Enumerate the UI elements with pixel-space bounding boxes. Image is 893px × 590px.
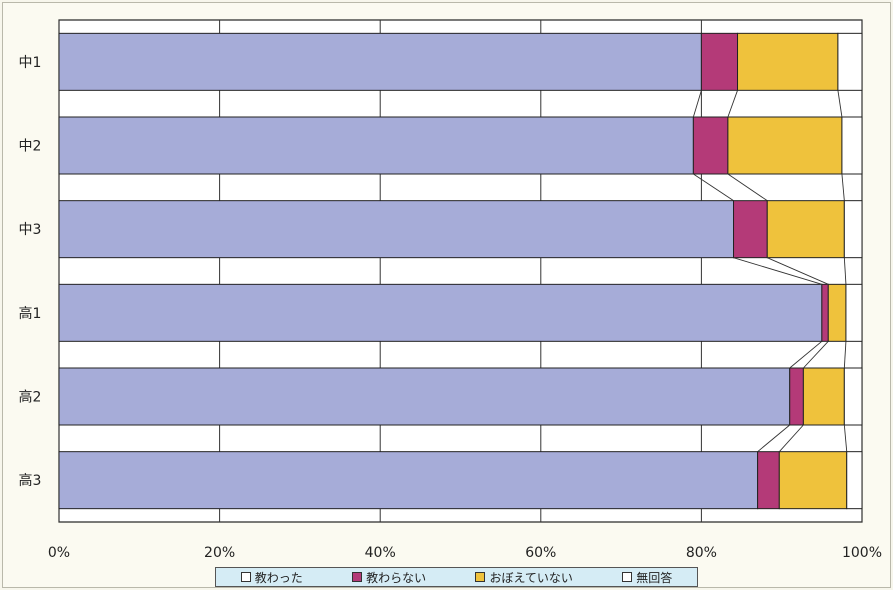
series-connector-line [767, 257, 829, 285]
series-connector-line [843, 257, 847, 285]
bar-segment [58, 451, 759, 510]
legend-swatch-dont-remember [475, 572, 486, 582]
bar-segment [789, 367, 804, 426]
bar-segment [733, 200, 768, 259]
bar-segment [821, 283, 829, 342]
bar-segment [58, 283, 823, 342]
bar-segment [837, 32, 863, 91]
legend-swatch-no-answer [622, 572, 633, 582]
category-label: 中3 [19, 222, 42, 238]
series-connector-line [692, 90, 702, 118]
series-connector-line [778, 424, 804, 452]
legend-item-dont-remember: おぼえていない [475, 569, 573, 586]
legend-swatch-taught [240, 572, 251, 582]
category-label: 高1 [19, 305, 42, 322]
bar-segment [843, 367, 863, 426]
category-label: 中1 [19, 55, 42, 71]
legend-label-dont-remember: おぼえていない [489, 570, 573, 585]
legend-item-taught: 教わった [240, 569, 303, 586]
bar-segment [766, 200, 845, 259]
x-tick-label: 20% [204, 545, 235, 561]
bar-segment [700, 32, 739, 91]
legend-label-not-taught: 教わらない [366, 570, 427, 585]
category-label: 高3 [19, 472, 42, 489]
x-tick-label: 100% [842, 545, 882, 561]
series-connector-line [727, 173, 768, 202]
bar-segment [846, 451, 863, 510]
series-connector-line [733, 257, 822, 285]
x-tick-label: 40% [365, 545, 396, 561]
series-connector-line [727, 90, 738, 118]
bar-segment [841, 116, 863, 175]
bar-segment [58, 116, 694, 175]
bar-segment [802, 367, 845, 426]
legend-label-no-answer: 無回答 [636, 570, 673, 585]
legend-label-taught: 教わった [254, 570, 303, 585]
series-connector-line [841, 173, 845, 201]
legend-item-not-taught: 教わらない [352, 569, 426, 586]
bar-segment [58, 32, 702, 91]
series-connector-line [837, 90, 843, 118]
series-connector-line [757, 424, 791, 453]
legend-swatch-not-taught [352, 572, 363, 582]
series-connector-line [843, 424, 848, 452]
bar-segment [757, 451, 780, 510]
bar-segment [737, 32, 839, 91]
category-label: 中2 [19, 139, 42, 155]
series-connector-line [803, 341, 829, 369]
bar-segment [58, 367, 791, 426]
x-tick-label: 80% [686, 545, 717, 561]
plot-area [58, 19, 863, 523]
bar-segment [727, 116, 843, 175]
series-connector-line [843, 341, 847, 369]
bar-segment [692, 116, 729, 175]
category-label: 高2 [19, 389, 42, 406]
bar-segment [845, 283, 863, 342]
legend-item-no-answer: 無回答 [622, 569, 672, 586]
series-connector-line [693, 173, 734, 202]
bar-segment [58, 200, 735, 259]
bar-segment [778, 451, 848, 510]
bar-segment [843, 200, 863, 259]
bar-segment [827, 283, 847, 342]
legend: 教わった 教わらない おぼえていない 無回答 [215, 567, 698, 587]
x-tick-label: 0% [48, 545, 70, 561]
x-tick-label: 60% [525, 545, 556, 561]
series-connector-line [789, 340, 823, 369]
